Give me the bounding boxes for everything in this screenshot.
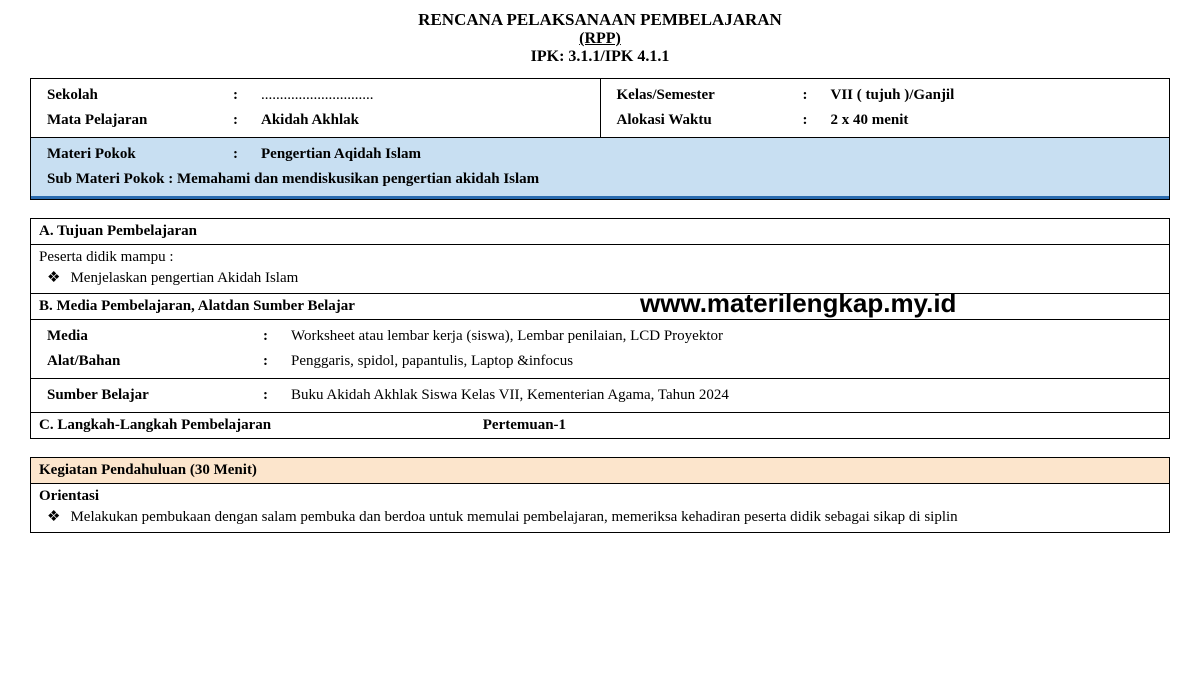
watermark-text: www.materilengkap.my.id [640,288,956,319]
section-a-bullet-1: Menjelaskan pengertian Akidah Islam [47,268,1161,287]
title-line-2: (RPP) [30,30,1170,48]
kegiatan-header: Kegiatan Pendahuluan (30 Menit) [31,458,1170,484]
section-a-list: Menjelaskan pengertian Akidah Islam [39,268,1161,287]
title-line-1: RENCANA PELAKSANAAN PEMBELAJARAN [30,10,1170,30]
sekolah-label: Sekolah [39,83,225,108]
orientasi-bullet: Melakukan pembukaan dengan salam pembuka… [47,507,1161,526]
document-title-block: RENCANA PELAKSANAAN PEMBELAJARAN (RPP) I… [30,10,1170,66]
sekolah-value: .............................. [253,83,592,108]
orientasi-title: Orientasi [39,488,1161,505]
sections-table: A. Tujuan Pembelajaran Peserta didik mam… [30,218,1170,439]
section-a-intro: Peserta didik mampu : [39,249,1161,266]
section-c-title-right: Pertemuan-1 [483,417,566,433]
media-value: Worksheet atau lembar kerja (siswa), Lem… [283,324,1161,349]
alokasi-value: 2 x 40 menit [823,108,1162,133]
materi-value: Pengertian Aqidah Islam [253,142,1161,167]
alat-label: Alat/Bahan [39,349,255,374]
kelas-value: VII ( tujuh )/Ganjil [823,83,1162,108]
kelas-label: Kelas/Semester [609,83,795,108]
sumber-value: Buku Akidah Akhlak Siswa Kelas VII, Keme… [283,383,1161,408]
sumber-label: Sumber Belajar [39,383,255,408]
mapel-value: Akidah Akhlak [253,108,592,133]
submateri-value: Memahami dan mendiskusikan pengertian ak… [177,171,539,187]
kegiatan-table: Kegiatan Pendahuluan (30 Menit) Orientas… [30,457,1170,533]
alat-value: Penggaris, spidol, papantulis, Laptop &i… [283,349,1161,374]
submateri-label: Sub Materi Pokok : [47,171,173,187]
orientasi-list: Melakukan pembukaan dengan salam pembuka… [39,507,1161,526]
materi-label: Materi Pokok [39,142,225,167]
section-b-title: B. Media Pembelajaran, Alatdan Sumber Be… [31,294,1170,320]
info-table: Sekolah : ..............................… [30,78,1170,200]
title-line-3: IPK: 3.1.1/IPK 4.1.1 [30,48,1170,66]
mapel-label: Mata Pelajaran [39,108,225,133]
media-label: Media [39,324,255,349]
section-a-title: A. Tujuan Pembelajaran [31,219,1170,245]
section-c-title-left: C. Langkah-Langkah Pembelajaran [39,417,479,434]
blue-divider [31,196,1169,199]
alokasi-label: Alokasi Waktu [609,108,795,133]
